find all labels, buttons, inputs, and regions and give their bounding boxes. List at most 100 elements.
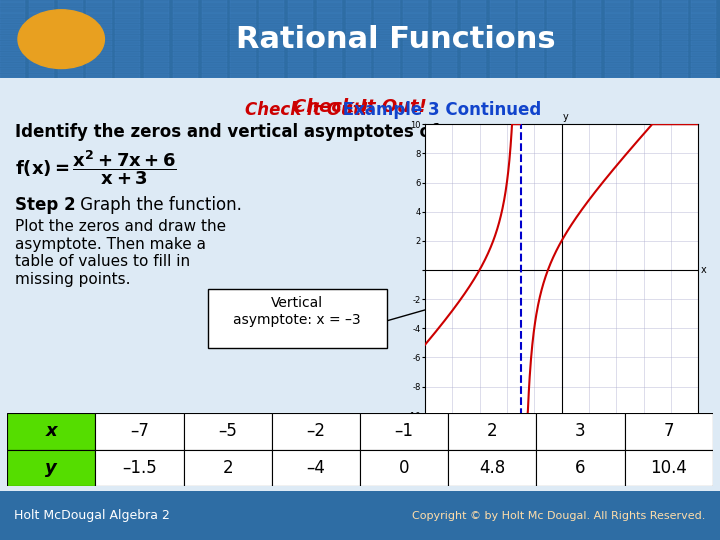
FancyBboxPatch shape [288,46,313,51]
FancyBboxPatch shape [0,0,720,78]
FancyBboxPatch shape [374,24,400,29]
FancyBboxPatch shape [634,46,659,51]
Text: x: x [701,265,707,275]
FancyBboxPatch shape [58,35,83,40]
FancyBboxPatch shape [490,8,515,12]
FancyBboxPatch shape [518,24,544,29]
FancyBboxPatch shape [144,19,169,23]
FancyBboxPatch shape [518,63,544,68]
FancyBboxPatch shape [605,52,630,56]
FancyBboxPatch shape [58,40,83,45]
FancyBboxPatch shape [288,73,313,78]
FancyBboxPatch shape [346,8,371,12]
FancyBboxPatch shape [86,30,112,35]
FancyBboxPatch shape [0,46,25,51]
FancyBboxPatch shape [29,8,54,12]
FancyBboxPatch shape [202,57,227,62]
FancyBboxPatch shape [403,46,428,51]
Text: –4: –4 [307,459,325,477]
FancyBboxPatch shape [605,35,630,40]
FancyBboxPatch shape [173,8,198,12]
FancyBboxPatch shape [144,73,169,78]
FancyBboxPatch shape [288,30,313,35]
Text: 2: 2 [487,422,498,440]
FancyBboxPatch shape [346,73,371,78]
FancyBboxPatch shape [374,57,400,62]
FancyBboxPatch shape [360,413,448,449]
FancyBboxPatch shape [115,24,140,29]
FancyBboxPatch shape [547,24,572,29]
FancyBboxPatch shape [86,40,112,45]
FancyBboxPatch shape [461,19,486,23]
FancyBboxPatch shape [173,68,198,73]
FancyBboxPatch shape [86,46,112,51]
FancyBboxPatch shape [691,30,716,35]
FancyBboxPatch shape [605,46,630,51]
FancyBboxPatch shape [86,8,112,12]
FancyBboxPatch shape [662,0,688,2]
FancyBboxPatch shape [346,35,371,40]
FancyBboxPatch shape [58,63,83,68]
FancyBboxPatch shape [691,73,716,78]
FancyBboxPatch shape [144,30,169,35]
FancyBboxPatch shape [576,0,601,2]
FancyBboxPatch shape [403,8,428,12]
FancyBboxPatch shape [115,68,140,73]
Text: Copyright © by Holt Mc Dougal. All Rights Reserved.: Copyright © by Holt Mc Dougal. All Right… [413,511,706,521]
FancyBboxPatch shape [317,8,342,12]
FancyBboxPatch shape [144,2,169,7]
FancyBboxPatch shape [605,8,630,12]
FancyBboxPatch shape [259,63,284,68]
FancyBboxPatch shape [115,2,140,7]
FancyBboxPatch shape [115,57,140,62]
Text: Check It Out!: Check It Out! [245,102,369,119]
FancyBboxPatch shape [346,68,371,73]
FancyBboxPatch shape [576,8,601,12]
FancyBboxPatch shape [662,19,688,23]
FancyBboxPatch shape [518,57,544,62]
FancyBboxPatch shape [432,35,457,40]
FancyBboxPatch shape [605,30,630,35]
FancyBboxPatch shape [86,68,112,73]
FancyBboxPatch shape [259,24,284,29]
FancyBboxPatch shape [0,63,25,68]
FancyBboxPatch shape [346,57,371,62]
FancyBboxPatch shape [288,63,313,68]
FancyBboxPatch shape [662,30,688,35]
FancyBboxPatch shape [346,14,371,18]
FancyBboxPatch shape [634,35,659,40]
FancyBboxPatch shape [115,0,140,2]
FancyBboxPatch shape [115,8,140,12]
FancyBboxPatch shape [547,8,572,12]
FancyBboxPatch shape [259,35,284,40]
FancyBboxPatch shape [634,57,659,62]
FancyBboxPatch shape [374,73,400,78]
FancyBboxPatch shape [461,0,486,2]
FancyBboxPatch shape [403,0,428,2]
FancyBboxPatch shape [490,40,515,45]
FancyBboxPatch shape [259,19,284,23]
FancyBboxPatch shape [576,2,601,7]
FancyBboxPatch shape [461,57,486,62]
FancyBboxPatch shape [432,14,457,18]
FancyBboxPatch shape [662,73,688,78]
FancyBboxPatch shape [230,2,256,7]
FancyBboxPatch shape [173,40,198,45]
FancyBboxPatch shape [576,24,601,29]
FancyBboxPatch shape [662,2,688,7]
FancyBboxPatch shape [374,19,400,23]
FancyBboxPatch shape [86,57,112,62]
FancyBboxPatch shape [547,57,572,62]
FancyBboxPatch shape [432,52,457,56]
FancyBboxPatch shape [259,40,284,45]
FancyBboxPatch shape [490,14,515,18]
FancyBboxPatch shape [547,63,572,68]
FancyBboxPatch shape [86,14,112,18]
FancyBboxPatch shape [432,30,457,35]
FancyBboxPatch shape [448,449,536,486]
FancyBboxPatch shape [461,63,486,68]
FancyBboxPatch shape [317,46,342,51]
FancyBboxPatch shape [288,57,313,62]
FancyBboxPatch shape [432,2,457,7]
FancyBboxPatch shape [0,19,25,23]
